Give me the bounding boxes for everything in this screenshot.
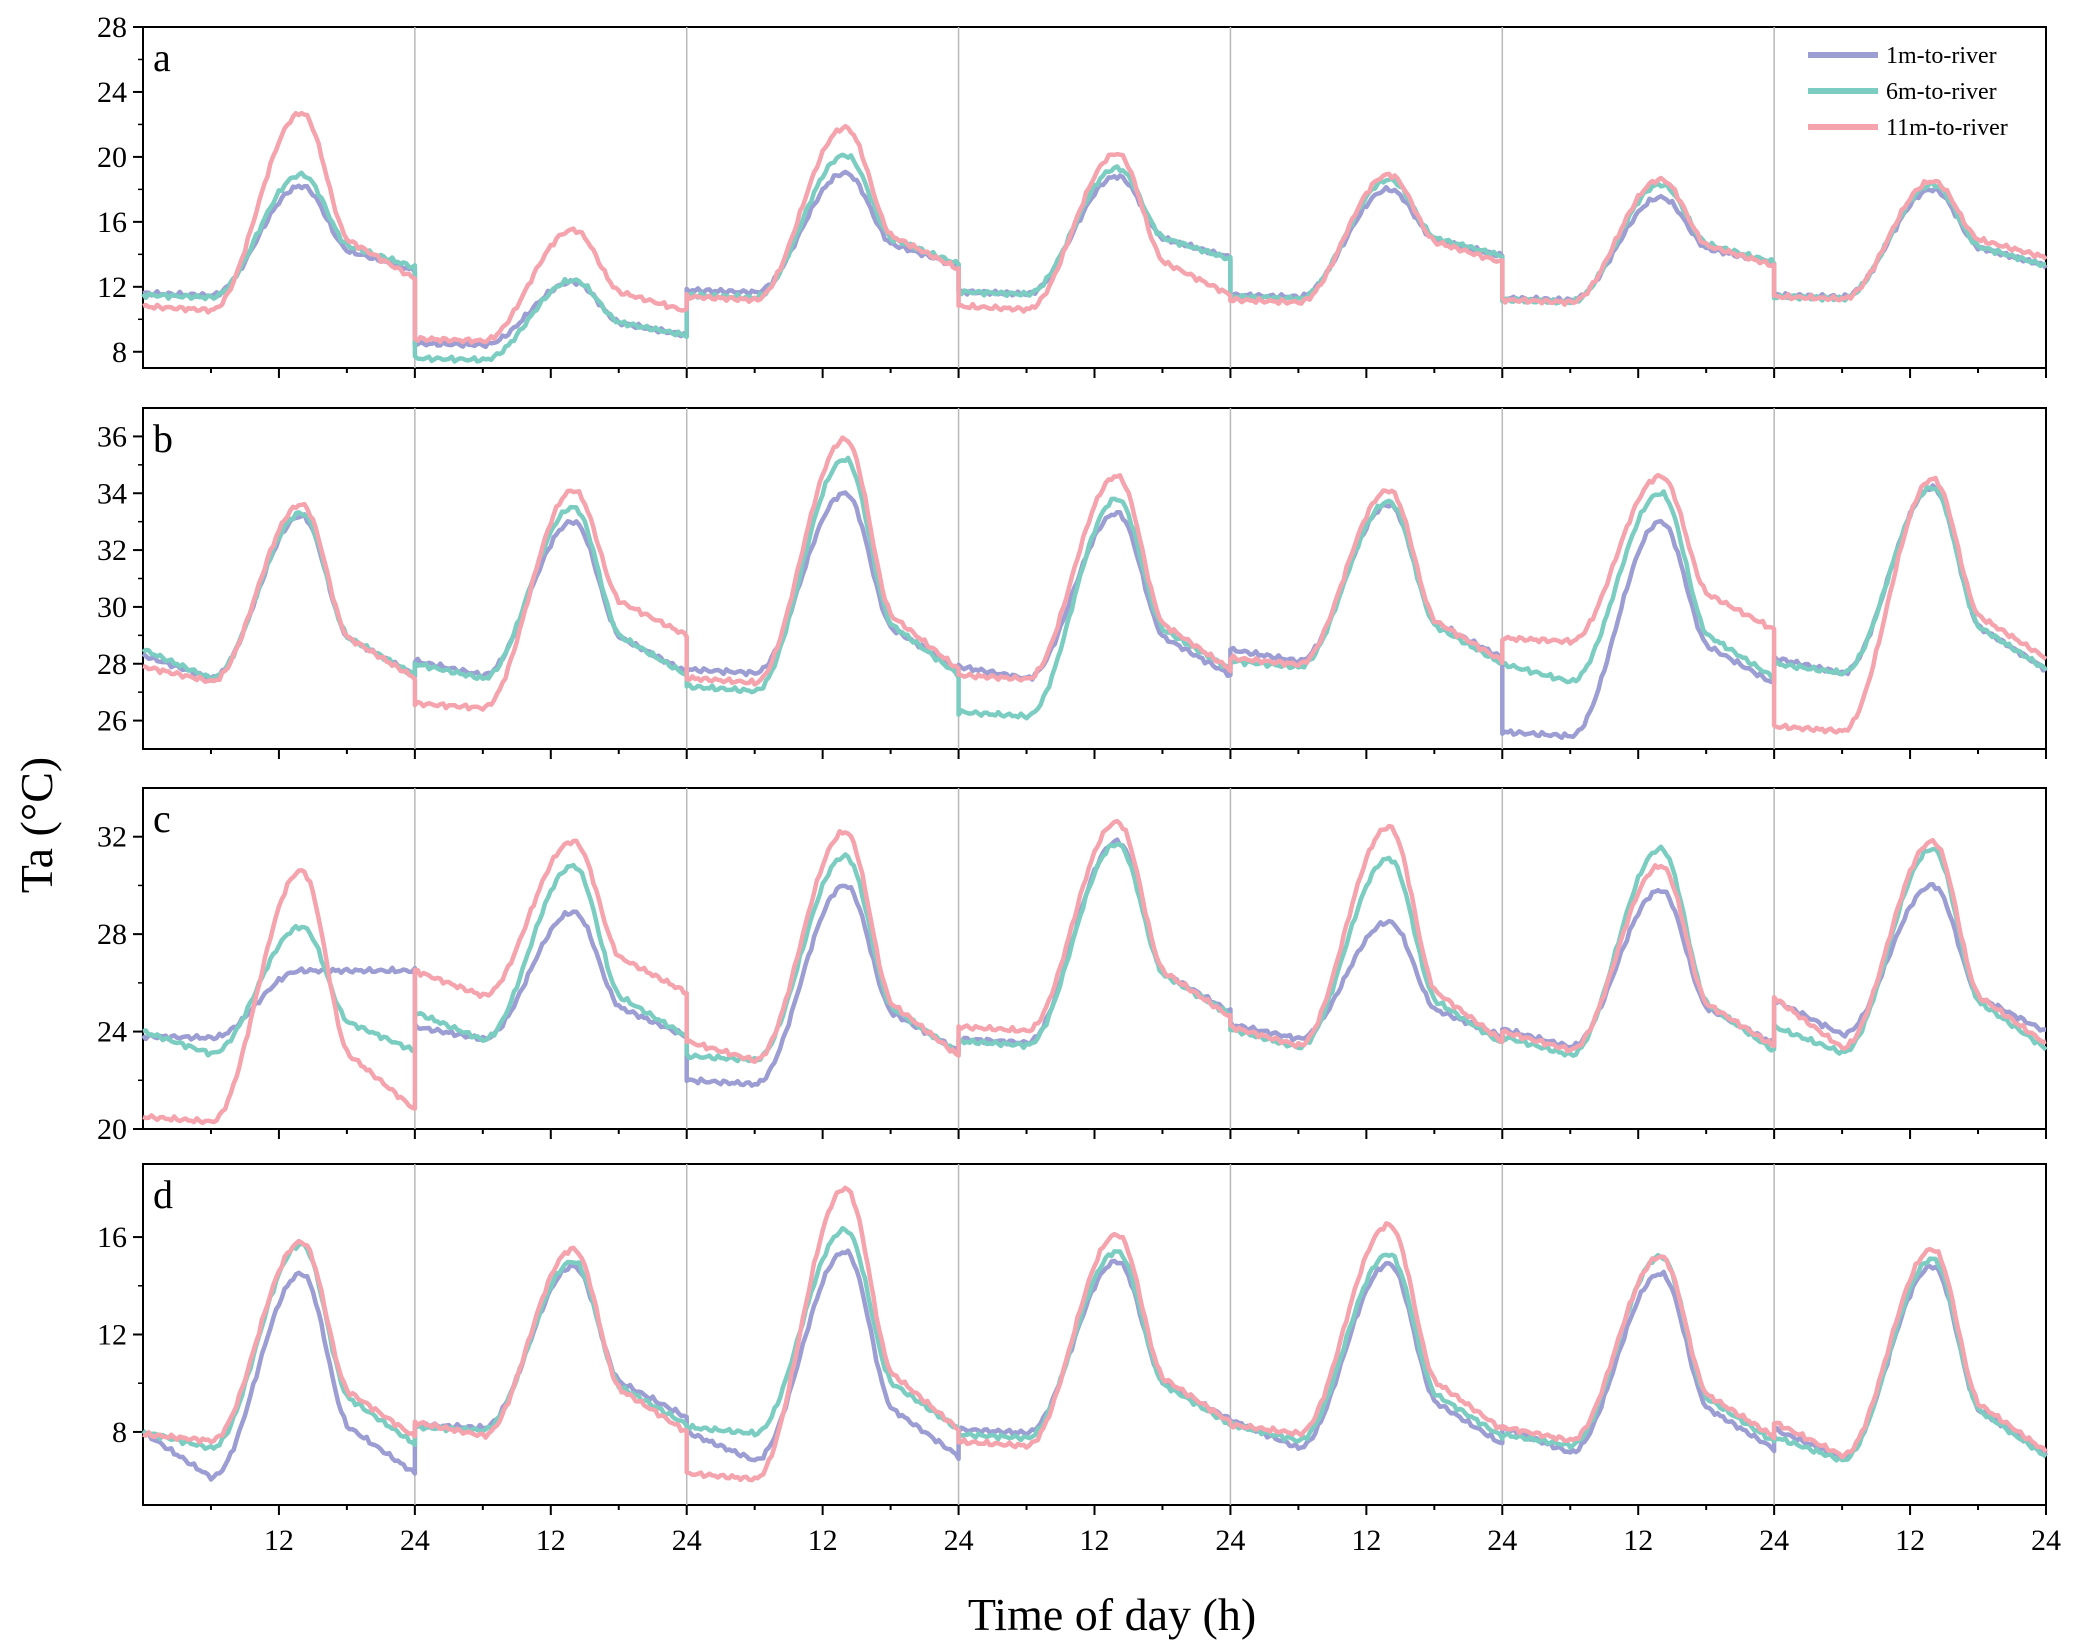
panel-label: c (153, 796, 171, 841)
x-tick-label: 24 (1215, 1524, 1245, 1557)
x-tick-label: 24 (2031, 1524, 2061, 1557)
series-line-11m-to-river (142, 110, 2048, 345)
legend-entry: 11m-to-river (1886, 115, 2008, 141)
y-tick-label: 36 (97, 420, 127, 453)
x-tick-label: 24 (672, 1524, 702, 1557)
x-tick-label: 12 (1623, 1524, 1653, 1557)
series-line-1m-to-river (141, 483, 2048, 741)
panel-c: 20 24 28 32 c (97, 787, 2048, 1146)
y-tick-label: 30 (97, 591, 127, 624)
panel-d: 8 12 16 d 12 24 12 24 12 24 12 24 12 24 12 24 12 24 (97, 1163, 2061, 1557)
y-tick-label: 32 (97, 534, 127, 567)
y-tick-label: 12 (97, 271, 127, 304)
x-tick-label: 12 (808, 1524, 838, 1557)
x-tick-label: 12 (1895, 1524, 1925, 1557)
panel-frame (142, 1163, 2047, 1506)
x-tick-label: 12 (1351, 1524, 1381, 1557)
series-line-6m-to-river (141, 152, 2047, 364)
x-tick-label: 24 (1487, 1524, 1517, 1557)
y-axis-title: Ta (°C) (11, 757, 62, 894)
y-tick-label: 20 (97, 1113, 127, 1146)
x-tick-label: 24 (944, 1524, 974, 1557)
series-line-6m-to-river (141, 455, 2048, 721)
series-line-11m-to-river (142, 435, 2048, 735)
series-line-11m-to-river (142, 1185, 2048, 1483)
y-tick-label: 16 (97, 1221, 127, 1254)
panel-frame (142, 787, 2047, 1130)
x-tick-label: 24 (1759, 1524, 1789, 1557)
x-tick-label: 12 (536, 1524, 566, 1557)
y-tick-label: 26 (97, 705, 127, 738)
series-line-1m-to-river (142, 1248, 2048, 1482)
legend-entry: 1m-to-river (1886, 43, 1997, 69)
x-tick-label: 24 (400, 1524, 430, 1557)
panel-a: 8 12 16 20 24 28 a 1m-to-river 6m-to-river 11m-to… (97, 11, 2048, 378)
y-tick-label: 24 (97, 76, 127, 109)
y-tick-label: 12 (97, 1319, 127, 1352)
y-tick-label: 20 (97, 141, 127, 174)
y-tick-label: 32 (97, 821, 127, 854)
panel-b: 26 28 30 32 34 36 b (97, 407, 2048, 759)
x-axis-title: Time of day (h) (968, 1589, 1256, 1640)
x-tick-label: 12 (264, 1524, 294, 1557)
y-tick-label: 16 (97, 206, 127, 239)
panel-label: a (153, 35, 171, 80)
y-tick-label: 8 (112, 336, 127, 369)
panels-layer: 8 12 16 20 24 28 a 1m-to-river 6m-to-river 11m-to… (97, 11, 2061, 1557)
legend-entry: 6m-to-river (1886, 79, 1997, 105)
y-tick-label: 34 (97, 477, 127, 510)
x-tick-label: 12 (1080, 1524, 1110, 1557)
legend: 1m-to-river 6m-to-river 11m-to-river (1808, 43, 2008, 141)
y-tick-label: 28 (97, 918, 127, 951)
y-tick-label: 8 (112, 1416, 127, 1449)
series-line-11m-to-river (142, 818, 2047, 1126)
panel-frame (142, 407, 2047, 750)
y-tick-label: 28 (97, 648, 127, 681)
y-tick-label: 24 (97, 1016, 127, 1049)
y-tick-label: 28 (97, 11, 127, 44)
panel-label: b (153, 416, 173, 461)
panel-label: d (153, 1172, 173, 1217)
